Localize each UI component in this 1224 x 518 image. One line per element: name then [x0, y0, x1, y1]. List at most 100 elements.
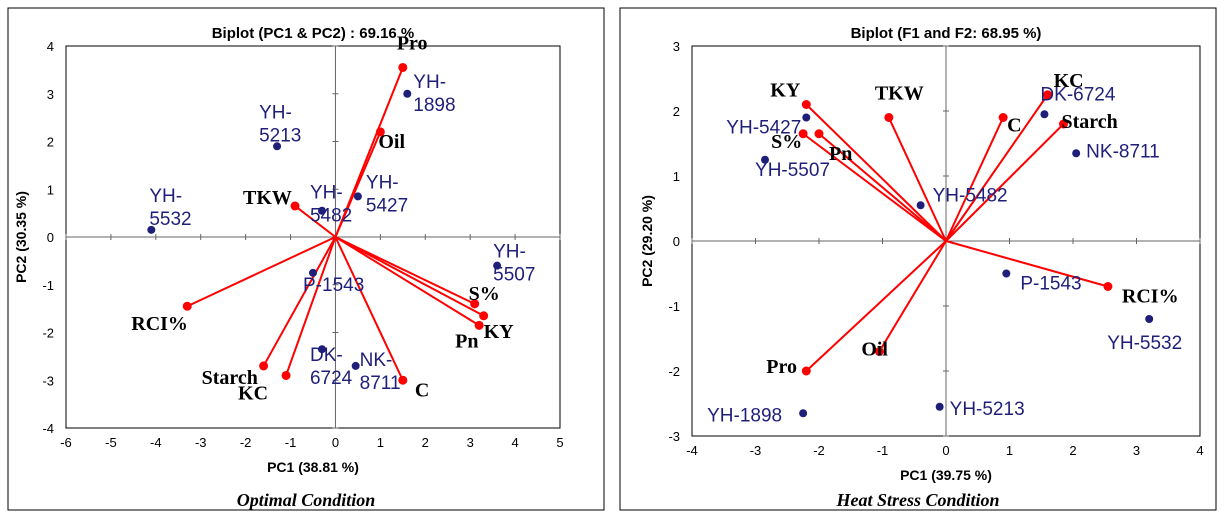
observation-point-yh-5507	[493, 261, 502, 270]
x-tick-label: -3	[195, 435, 207, 450]
variable-label-oil: Oil	[378, 131, 405, 153]
observation-label-yh-5213: YH-5213	[259, 102, 301, 146]
variable-label-ky: KY	[484, 321, 515, 343]
variable-vector-c	[945, 117, 1005, 242]
variable-point-rcipct	[182, 301, 192, 311]
variable-point-tkw	[290, 201, 300, 211]
variable-point-pro	[801, 366, 811, 376]
observation-point-yh-5482	[916, 201, 925, 210]
y-tick-label: 1	[47, 182, 54, 197]
y-tick-label: 3	[673, 39, 680, 54]
x-tick-label: 5	[556, 435, 563, 450]
variable-label-kc: KC	[1054, 70, 1084, 92]
variable-label-kc: KC	[238, 382, 268, 404]
variable-point-spct	[470, 299, 480, 309]
y-axis-label: PC2 (29.20 %)	[639, 195, 655, 287]
variable-point-ky	[479, 311, 489, 321]
x-tick-label: 0	[332, 435, 339, 450]
observation-label-dk-6724: DK-6724	[1040, 84, 1115, 105]
observation-label-dk-6724: DK-6724	[310, 345, 353, 389]
variable-label-starch: Starch	[1061, 111, 1117, 133]
y-tick-label: -4	[42, 421, 54, 436]
variable-point-kc	[281, 370, 291, 380]
x-tick-label: 3	[467, 435, 474, 450]
chart-title: Biplot (PC1 & PC2) : 69.16 %	[212, 25, 415, 42]
observation-point-p-1543	[309, 268, 317, 277]
variable-vector-tkw	[294, 205, 337, 238]
observation-point-yh-5532	[1145, 315, 1154, 323]
observation-point-yh-5507	[761, 155, 770, 164]
x-tick-label: 0	[942, 443, 949, 458]
observation-point-yh-5213	[935, 402, 944, 411]
x-tick-label: -3	[750, 443, 762, 458]
variable-label-oil: Oil	[861, 339, 888, 361]
variable-point-pn	[474, 320, 484, 330]
observation-point-yh-5482	[317, 206, 326, 215]
variable-point-starch	[1058, 119, 1068, 129]
observation-point-nk-8711	[351, 361, 360, 370]
variable-label-pro: Pro	[766, 356, 797, 378]
biplot-heat-stress: Biplot (F1 and F2: 68.95 %) -4 -3 -2 -1 0 1 2 3 4…	[619, 7, 1217, 511]
x-tick-label: -6	[60, 435, 72, 450]
variable-vector-ky	[805, 103, 947, 242]
x-tick-label: -4	[150, 435, 162, 450]
variable-point-spct	[798, 129, 808, 139]
variable-point-pn	[814, 129, 824, 139]
observation-point-dk-6724	[1040, 110, 1049, 119]
observation-label-yh-5532: YH-5532	[149, 186, 191, 230]
panel-border	[7, 7, 605, 511]
observation-label-p-1543: P-1543	[303, 275, 364, 296]
y-tick-label: 1	[673, 169, 680, 184]
variable-vector-spct	[335, 236, 476, 305]
y-tick-label: -1	[668, 299, 680, 314]
variable-label-starch: Starch	[202, 367, 258, 389]
observation-label-yh-5482: YH-5482	[310, 183, 352, 227]
panel-border	[619, 7, 1217, 511]
variable-vector-pn	[818, 132, 947, 242]
x-tick-label: 1	[1006, 443, 1013, 458]
variable-vector-kc	[945, 94, 1049, 242]
observation-label-yh-5532: YH-5532	[1107, 333, 1182, 354]
y-tick-label: -2	[668, 364, 680, 379]
y-axis-label: PC2 (30.35 %)	[13, 191, 29, 283]
observation-label-yh-5427: YH-5427	[726, 118, 801, 139]
variable-label-rcipct: RCI%	[1122, 286, 1179, 308]
variable-vector-kc	[285, 236, 337, 376]
observation-label-p-1543: P-1543	[1020, 274, 1081, 295]
biplot-optimal: Biplot (PC1 & PC2) : 69.16 % -6 -5 -4 -3 -2 -1…	[7, 7, 605, 511]
variable-point-starch	[259, 361, 269, 371]
observation-label-yh-5507: YH-5507	[755, 160, 830, 181]
x-tick-label: -5	[105, 435, 117, 450]
x-tick-label: -2	[813, 443, 825, 458]
y-tick-label: 2	[673, 104, 680, 119]
y-tick-label: 2	[47, 135, 54, 150]
observation-label-nk-8711: NK-8711	[1086, 141, 1160, 162]
x-axis-label: PC1 (39.75 %)	[900, 467, 992, 483]
observation-point-yh-5427	[802, 113, 811, 122]
observation-label-yh-5507: YH-5507	[493, 242, 535, 286]
y-tick-label: 4	[47, 39, 54, 54]
variable-point-oil	[375, 127, 385, 137]
observation-label-yh-1898: YH-1898	[413, 72, 455, 116]
variable-vector-c	[334, 236, 404, 381]
variable-point-c	[998, 113, 1008, 122]
variable-vector-starch	[262, 236, 337, 367]
variable-point-c	[398, 375, 408, 385]
x-tick-label: -2	[240, 435, 252, 450]
variable-vector-rcipct	[186, 236, 336, 308]
x-tick-label: 2	[1069, 443, 1076, 458]
variable-label-c: C	[415, 379, 429, 401]
x-tick-label: -1	[877, 443, 889, 458]
observation-point-yh-1898	[403, 89, 412, 98]
variable-label-spct: S%	[771, 131, 802, 153]
y-tick-label: 0	[47, 230, 54, 245]
caption-optimal: Optimal Condition	[236, 490, 376, 510]
variable-vector-spct	[802, 132, 947, 242]
observation-label-yh-5482: YH-5482	[933, 185, 1008, 206]
variable-point-rcipct	[1103, 282, 1113, 291]
variable-vector-pro	[805, 240, 947, 372]
variable-vector-oil	[878, 240, 947, 353]
y-tick-label: -3	[42, 373, 54, 388]
observation-label-nk-8711: NK-8711	[360, 350, 401, 394]
